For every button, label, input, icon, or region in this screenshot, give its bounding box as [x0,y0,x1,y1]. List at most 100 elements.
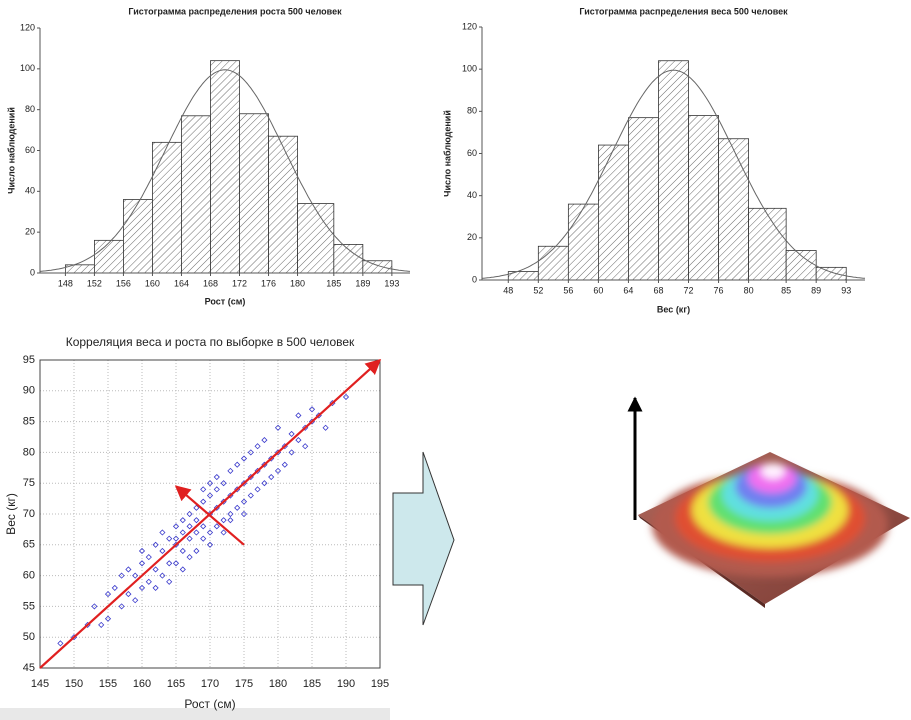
y-tick-label: 80 [467,106,477,116]
y-tick-label: 100 [462,64,477,74]
point [159,572,166,579]
y-tick-label: 75 [23,477,35,489]
point [308,406,316,413]
bar [658,60,689,281]
point [159,547,166,555]
point [166,560,173,567]
chart: Гистограмма распределения веса 500 челов… [442,6,866,314]
normal-curve [39,69,411,272]
point [193,547,200,555]
bump [652,463,888,577]
x-tick-label: 48 [503,285,513,295]
point [186,554,193,561]
point [227,467,234,474]
x-tick-label: 52 [533,285,543,295]
bar [297,203,335,274]
bar [268,135,298,274]
x-tick-label: 189 [355,278,370,288]
point [138,547,146,555]
y-tick-label: 60 [25,145,35,155]
x-tick-label: 160 [133,678,151,690]
point [159,529,166,536]
y-tick-label: 85 [23,416,35,428]
x-tick-label: 68 [653,285,663,295]
bar [688,115,719,281]
point [240,510,248,518]
bar [748,207,787,281]
point [193,529,200,536]
point [200,486,207,493]
point [152,541,159,548]
y-axis-label: Вес (кг) [4,493,18,535]
point [288,449,295,456]
block-arrow [392,451,455,626]
point [118,572,125,579]
point [240,455,248,462]
point [186,510,193,518]
point [179,517,186,524]
x-tick-label: 72 [684,285,694,295]
y-tick-label: 20 [467,232,477,242]
x-tick-label: 85 [781,285,791,295]
y-tick-label: 60 [467,148,477,158]
y-tick-label: 80 [23,446,35,458]
y-tick-label: 90 [23,385,35,397]
point [179,529,186,536]
x-tick-label: 175 [235,678,253,690]
chart: Гистограмма распределения роста 500 чело… [6,6,411,306]
point [220,480,227,487]
point [213,473,220,481]
bar [123,199,153,274]
point [186,523,193,530]
point [152,584,159,591]
point [274,467,282,474]
x-tick-label: 64 [623,285,633,295]
chart: Корреляция веса и роста по выборке в 500… [4,335,389,711]
point [234,504,241,511]
point [206,480,214,487]
point [186,535,193,542]
point [254,443,261,450]
point [179,547,186,555]
y-tick-label: 65 [23,539,35,551]
point [322,424,329,431]
point [268,473,275,481]
x-tick-label: 190 [337,678,355,690]
point [125,566,132,573]
point [200,535,207,542]
point [193,517,200,524]
point [166,535,173,542]
bar [239,113,269,274]
x-tick-label: 148 [58,278,73,288]
point [302,443,309,450]
y-tick-label: 45 [23,662,35,674]
point [166,578,173,585]
point [281,461,288,468]
x-tick-label: 180 [290,278,305,288]
y-tick-label: 50 [23,631,35,643]
x-tick-label: 60 [593,285,603,295]
bar [210,60,240,274]
chart-title: Гистограмма распределения роста 500 чело… [128,6,342,16]
point [145,554,152,561]
point [247,449,254,456]
bar [152,141,182,274]
point [206,529,214,536]
point [274,424,282,431]
point [125,591,132,598]
x-tick-label: 185 [303,678,321,690]
x-tick-label: 185 [326,278,341,288]
point [342,393,350,401]
x-tick-label: 176 [261,278,276,288]
x-tick-label: 89 [811,285,821,295]
bar [94,239,124,274]
x-tick-label: 180 [269,678,287,690]
x-tick-label: 93 [841,285,851,295]
x-axis-label: Рост (см) [205,296,246,306]
point [200,523,207,530]
normal-curve [481,69,866,279]
x-tick-label: 168 [203,278,218,288]
point [132,597,139,604]
point [132,572,139,579]
